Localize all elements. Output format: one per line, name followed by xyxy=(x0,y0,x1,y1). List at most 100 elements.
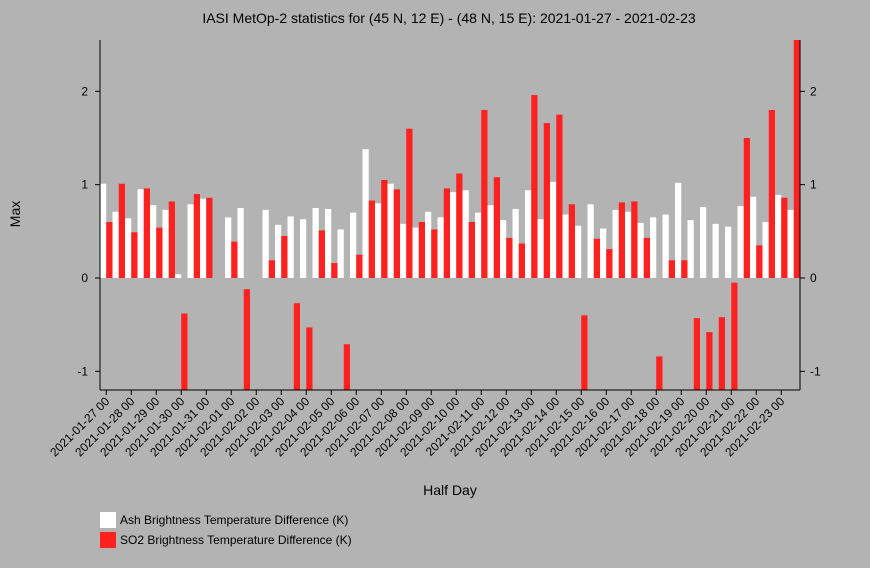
bar-ash-24 xyxy=(400,223,407,278)
bar-so2-6 xyxy=(181,313,188,390)
bar-so2-55 xyxy=(793,40,800,278)
bar-so2-27 xyxy=(443,188,450,278)
bar-ash-45 xyxy=(662,214,669,278)
bar-so2-15 xyxy=(293,303,300,390)
bar-ash-2 xyxy=(125,218,132,278)
y-tick-label-right-1: 0 xyxy=(810,271,817,285)
bar-so2-31 xyxy=(493,177,500,278)
bar-so2-18 xyxy=(331,263,338,278)
bar-ash-51 xyxy=(737,206,744,278)
bar-so2-25 xyxy=(418,222,425,278)
bar-ash-18 xyxy=(325,208,332,278)
bar-so2-0 xyxy=(106,222,113,278)
bar-so2-41 xyxy=(618,202,625,278)
legend-swatch-ash xyxy=(100,512,116,528)
y-tick-label-left-2: 1 xyxy=(81,178,88,192)
legend-label-ash: Ash Brightness Temperature Difference (K… xyxy=(120,513,349,527)
bar-ash-21 xyxy=(362,149,369,278)
bar-so2-8 xyxy=(206,197,213,278)
bar-so2-23 xyxy=(393,189,400,278)
bar-ash-17 xyxy=(312,208,319,278)
bar-so2-53 xyxy=(768,110,775,278)
bar-so2-49 xyxy=(718,317,725,390)
bar-so2-45 xyxy=(668,260,675,278)
bar-ash-28 xyxy=(450,192,457,278)
bar-ash-55 xyxy=(787,209,794,278)
bar-so2-52 xyxy=(756,245,763,278)
bar-so2-50 xyxy=(731,282,738,390)
bar-so2-11 xyxy=(243,289,250,390)
bar-ash-44 xyxy=(650,217,657,278)
bar-so2-28 xyxy=(456,173,463,278)
bar-ash-48 xyxy=(700,207,707,278)
bar-so2-1 xyxy=(118,183,125,278)
bars-group xyxy=(100,40,800,390)
bar-so2-29 xyxy=(468,222,475,278)
bar-so2-14 xyxy=(281,236,288,278)
bar-ash-33 xyxy=(512,208,519,278)
legend-swatch-so2 xyxy=(100,532,116,548)
bar-so2-16 xyxy=(306,327,313,390)
bar-so2-21 xyxy=(368,200,375,278)
bar-ash-34 xyxy=(525,190,532,278)
bar-ash-42 xyxy=(625,211,632,278)
bar-so2-5 xyxy=(168,201,175,278)
y-tick-label-right-3: 2 xyxy=(810,84,817,98)
bar-ash-20 xyxy=(350,212,357,278)
y-tick-label-left-0: -1 xyxy=(77,364,88,378)
bar-so2-38 xyxy=(581,315,588,390)
bar-so2-24 xyxy=(406,128,413,278)
x-axis-label: Half Day xyxy=(423,482,477,498)
bar-ash-13 xyxy=(262,209,269,278)
bar-ash-32 xyxy=(500,220,507,278)
bar-ash-29 xyxy=(462,190,469,278)
bar-ash-46 xyxy=(675,182,682,278)
bar-so2-26 xyxy=(431,229,438,278)
bar-ash-35 xyxy=(537,219,544,278)
bar-so2-4 xyxy=(156,227,163,278)
bar-so2-36 xyxy=(556,114,563,278)
bar-ash-36 xyxy=(550,181,557,278)
y-tick-label-right-2: 1 xyxy=(810,178,817,192)
bar-ash-6 xyxy=(175,274,182,278)
bar-ash-22 xyxy=(375,203,382,278)
bar-ash-54 xyxy=(775,194,782,278)
legend-item-ash: Ash Brightness Temperature Difference (K… xyxy=(100,512,348,528)
bar-ash-31 xyxy=(487,205,494,278)
bar-so2-39 xyxy=(593,238,600,278)
bar-ash-4 xyxy=(150,205,157,278)
bar-so2-46 xyxy=(681,260,688,278)
y-axis-label: Max xyxy=(7,201,23,227)
bar-ash-25 xyxy=(412,227,419,278)
bar-ash-49 xyxy=(712,223,719,278)
legend-label-so2: SO2 Brightness Temperature Difference (K… xyxy=(120,533,352,547)
bar-ash-8 xyxy=(200,198,207,278)
y-tick-label-left-3: 2 xyxy=(81,84,88,98)
bar-ash-11 xyxy=(237,208,244,278)
bar-ash-40 xyxy=(600,228,607,278)
bar-so2-33 xyxy=(518,243,525,278)
bar-so2-32 xyxy=(506,237,513,278)
bar-ash-27 xyxy=(437,217,444,278)
bar-ash-23 xyxy=(387,183,394,278)
bar-ash-50 xyxy=(725,226,732,278)
bar-so2-35 xyxy=(543,123,550,278)
bar-so2-42 xyxy=(631,201,638,278)
bar-so2-54 xyxy=(781,197,788,278)
bar-ash-26 xyxy=(425,211,432,278)
bar-so2-30 xyxy=(481,110,488,278)
bar-ash-30 xyxy=(475,212,482,278)
bar-ash-43 xyxy=(637,222,644,278)
y-tick-label-right-0: -1 xyxy=(810,364,821,378)
legend-item-so2: SO2 Brightness Temperature Difference (K… xyxy=(100,532,352,548)
bar-ash-3 xyxy=(137,189,144,278)
bar-so2-17 xyxy=(318,230,325,278)
bar-ash-47 xyxy=(687,220,694,278)
bar-ash-19 xyxy=(337,229,344,278)
bar-ash-15 xyxy=(287,216,294,278)
bar-so2-10 xyxy=(231,241,238,278)
bar-ash-39 xyxy=(587,204,594,278)
